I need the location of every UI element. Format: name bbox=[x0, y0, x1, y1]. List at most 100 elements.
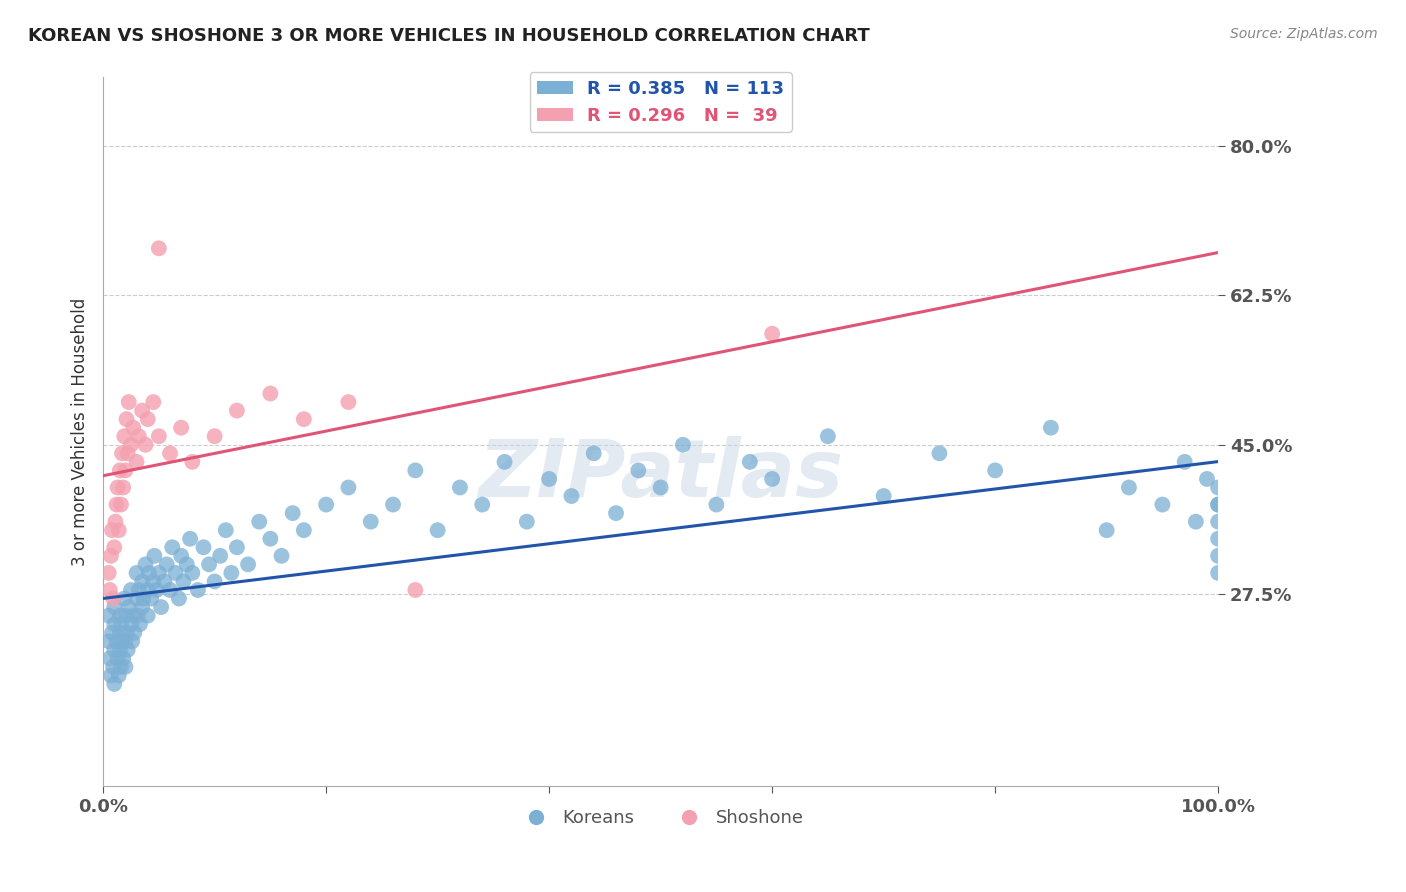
Point bbox=[120, 617, 142, 632]
Point bbox=[204, 574, 226, 589]
Point bbox=[122, 420, 145, 434]
Point bbox=[120, 438, 142, 452]
Point bbox=[108, 625, 131, 640]
Point bbox=[115, 412, 138, 426]
Point bbox=[117, 446, 139, 460]
Point bbox=[672, 438, 695, 452]
Point bbox=[117, 642, 139, 657]
Point bbox=[100, 549, 122, 563]
Point bbox=[114, 660, 136, 674]
Point bbox=[928, 446, 950, 460]
Point bbox=[761, 472, 783, 486]
Point bbox=[181, 566, 204, 580]
Text: KOREAN VS SHOSHONE 3 OR MORE VEHICLES IN HOUSEHOLD CORRELATION CHART: KOREAN VS SHOSHONE 3 OR MORE VEHICLES IN… bbox=[28, 27, 870, 45]
Point bbox=[107, 481, 129, 495]
Point bbox=[984, 463, 1007, 477]
Point bbox=[170, 420, 193, 434]
Point bbox=[1206, 481, 1229, 495]
Point bbox=[103, 677, 125, 691]
Point bbox=[134, 558, 156, 572]
Point bbox=[124, 625, 146, 640]
Point bbox=[131, 574, 153, 589]
Point bbox=[292, 412, 315, 426]
Point bbox=[136, 582, 159, 597]
Point bbox=[142, 574, 165, 589]
Point bbox=[103, 600, 125, 615]
Point bbox=[148, 429, 170, 443]
Point bbox=[198, 558, 221, 572]
Point bbox=[582, 446, 605, 460]
Legend: Koreans, Shoshone: Koreans, Shoshone bbox=[510, 802, 811, 834]
Point bbox=[100, 668, 122, 682]
Point bbox=[176, 558, 198, 572]
Point bbox=[127, 608, 149, 623]
Point bbox=[156, 558, 179, 572]
Point bbox=[136, 412, 159, 426]
Point bbox=[449, 481, 471, 495]
Point bbox=[101, 591, 124, 606]
Point bbox=[187, 582, 209, 597]
Point bbox=[112, 429, 135, 443]
Point bbox=[1195, 472, 1218, 486]
Point bbox=[111, 634, 134, 648]
Point bbox=[110, 660, 132, 674]
Point bbox=[179, 532, 201, 546]
Point bbox=[627, 463, 650, 477]
Point bbox=[236, 558, 259, 572]
Point bbox=[142, 395, 165, 409]
Point bbox=[1206, 515, 1229, 529]
Point bbox=[131, 600, 153, 615]
Point bbox=[172, 574, 194, 589]
Point bbox=[560, 489, 582, 503]
Point bbox=[204, 429, 226, 443]
Point bbox=[761, 326, 783, 341]
Point bbox=[1206, 498, 1229, 512]
Point bbox=[650, 481, 672, 495]
Point bbox=[132, 591, 155, 606]
Point bbox=[1152, 498, 1174, 512]
Point bbox=[215, 523, 238, 537]
Point bbox=[148, 566, 170, 580]
Point bbox=[738, 455, 761, 469]
Point bbox=[112, 651, 135, 665]
Point bbox=[148, 241, 170, 255]
Point bbox=[471, 498, 494, 512]
Point bbox=[143, 549, 166, 563]
Point bbox=[112, 481, 135, 495]
Point bbox=[101, 660, 124, 674]
Point bbox=[872, 489, 894, 503]
Point bbox=[193, 541, 215, 555]
Point bbox=[112, 591, 135, 606]
Point bbox=[97, 608, 120, 623]
Point bbox=[1095, 523, 1118, 537]
Point bbox=[281, 506, 304, 520]
Point bbox=[98, 651, 121, 665]
Point bbox=[360, 515, 382, 529]
Point bbox=[150, 600, 173, 615]
Point bbox=[1206, 549, 1229, 563]
Point bbox=[129, 617, 152, 632]
Point bbox=[817, 429, 839, 443]
Point bbox=[114, 463, 136, 477]
Point bbox=[118, 600, 141, 615]
Point bbox=[1039, 420, 1062, 434]
Point bbox=[118, 395, 141, 409]
Point bbox=[128, 429, 150, 443]
Point bbox=[226, 541, 249, 555]
Point bbox=[103, 617, 125, 632]
Point bbox=[270, 549, 292, 563]
Point bbox=[494, 455, 516, 469]
Text: Source: ZipAtlas.com: Source: ZipAtlas.com bbox=[1230, 27, 1378, 41]
Point bbox=[122, 608, 145, 623]
Point bbox=[221, 566, 243, 580]
Point bbox=[110, 498, 132, 512]
Point bbox=[159, 446, 181, 460]
Point bbox=[259, 386, 281, 401]
Point bbox=[114, 634, 136, 648]
Point bbox=[404, 582, 426, 597]
Point bbox=[226, 403, 249, 417]
Point bbox=[165, 566, 187, 580]
Point bbox=[108, 463, 131, 477]
Point bbox=[131, 403, 153, 417]
Point bbox=[605, 506, 627, 520]
